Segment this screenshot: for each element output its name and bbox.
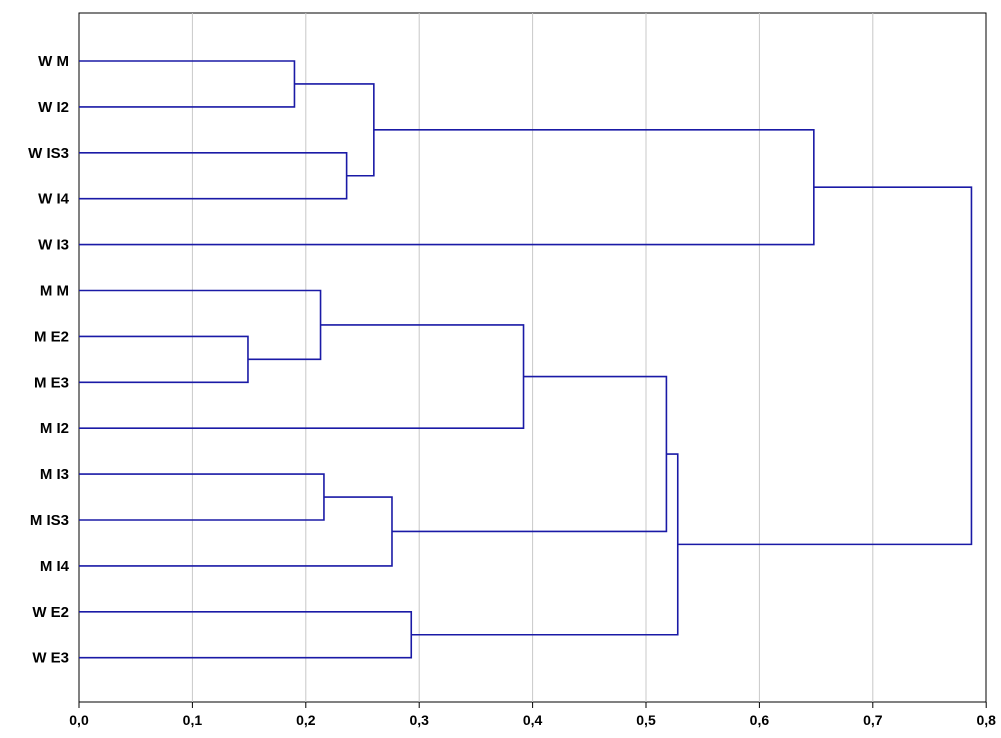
leaf-label: W I2 [38, 99, 69, 116]
leaf-label: W I3 [38, 237, 69, 254]
x-tick-label: 0,6 [750, 712, 770, 728]
leaf-label: M M [40, 283, 69, 300]
x-axis-ticks: 0,0 0,1 0,2 0,3 0,4 0,5 0,6 0,7 0,8 [69, 702, 996, 728]
leaf-label: W M [38, 53, 69, 70]
x-tick-label: 0,3 [409, 712, 429, 728]
grid-lines [191, 13, 874, 702]
dendrogram-links [79, 60, 973, 659]
leaf-label: M I4 [40, 558, 70, 575]
leaf-label: M IS3 [30, 512, 69, 529]
dendrogram-link [677, 186, 973, 546]
leaf-label: W E3 [32, 650, 69, 667]
leaf-labels: W M W I2 W IS3 W I4 W I3 M M M E2 M E3 M I2 M I3 M… [28, 53, 69, 667]
x-tick-label: 0,1 [183, 712, 203, 728]
leaf-label: M I3 [40, 466, 69, 483]
x-tick-label: 0,5 [636, 712, 656, 728]
leaf-label: M I2 [40, 420, 69, 437]
x-tick-label: 0,4 [523, 712, 543, 728]
x-tick-label: 0,0 [69, 712, 89, 728]
x-tick-label: 0,2 [296, 712, 316, 728]
leaf-label: M E2 [34, 328, 69, 345]
leaf-label: W I4 [38, 191, 69, 208]
leaf-label: W IS3 [28, 145, 69, 162]
x-tick-label: 0,8 [976, 712, 996, 728]
leaf-label: M E3 [34, 374, 69, 391]
x-tick-label: 0,7 [863, 712, 883, 728]
leaf-label: W E2 [32, 604, 69, 621]
